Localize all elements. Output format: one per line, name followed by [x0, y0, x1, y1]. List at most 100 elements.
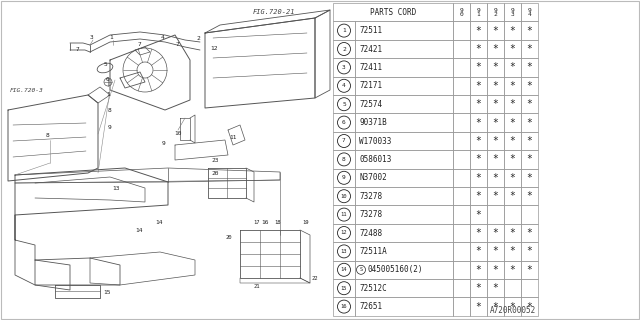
Bar	[487, 113, 504, 132]
Bar	[504, 242, 521, 260]
Bar	[487, 132, 504, 150]
Bar	[333, 187, 355, 205]
Text: 8: 8	[107, 108, 111, 113]
Text: *: *	[476, 99, 481, 109]
Bar	[504, 58, 521, 76]
Bar	[333, 3, 453, 21]
Text: 9
0: 9 0	[460, 7, 463, 17]
Text: 72512C: 72512C	[359, 284, 387, 293]
Bar	[487, 242, 504, 260]
Text: *: *	[476, 44, 481, 54]
Text: *: *	[493, 265, 499, 275]
Bar	[333, 205, 355, 224]
Bar	[521, 21, 538, 40]
Bar	[355, 113, 453, 132]
Bar	[504, 187, 521, 205]
Text: 9
3: 9 3	[511, 7, 515, 17]
Text: N37002: N37002	[359, 173, 387, 182]
Text: *: *	[493, 136, 499, 146]
Text: *: *	[493, 155, 499, 164]
Bar	[333, 242, 355, 260]
Text: 2: 2	[196, 36, 200, 41]
Bar	[453, 76, 470, 95]
Text: 3: 3	[90, 35, 94, 39]
Bar	[521, 58, 538, 76]
Text: 72651: 72651	[359, 302, 382, 311]
Bar	[504, 260, 521, 279]
Bar	[487, 76, 504, 95]
Text: 5: 5	[103, 61, 107, 67]
Bar	[470, 187, 487, 205]
Bar	[504, 21, 521, 40]
Text: *: *	[527, 26, 532, 36]
Text: *: *	[527, 136, 532, 146]
Bar	[504, 297, 521, 316]
Bar	[355, 21, 453, 40]
Text: *: *	[527, 265, 532, 275]
Bar	[521, 3, 538, 21]
Bar	[521, 279, 538, 297]
Bar	[487, 21, 504, 40]
Text: 11: 11	[229, 134, 237, 140]
Text: 7: 7	[342, 139, 346, 143]
Bar	[453, 150, 470, 169]
Bar	[453, 58, 470, 76]
Text: 045005160(2): 045005160(2)	[367, 265, 422, 274]
Bar	[521, 95, 538, 113]
Bar	[355, 76, 453, 95]
Bar	[504, 169, 521, 187]
Text: PARTS CORD: PARTS CORD	[370, 8, 416, 17]
Text: 21: 21	[253, 284, 260, 289]
Text: *: *	[476, 26, 481, 36]
Bar	[504, 205, 521, 224]
Bar	[521, 260, 538, 279]
Bar	[453, 21, 470, 40]
Text: *: *	[476, 62, 481, 72]
Text: *: *	[509, 191, 515, 201]
Text: *: *	[509, 173, 515, 183]
Text: *: *	[509, 301, 515, 312]
Bar	[355, 187, 453, 205]
Text: *: *	[493, 301, 499, 312]
Text: 12: 12	[340, 230, 348, 236]
Text: 9
1: 9 1	[477, 7, 481, 17]
Text: 18: 18	[275, 220, 281, 225]
Bar	[470, 224, 487, 242]
Text: *: *	[476, 246, 481, 256]
Text: 20: 20	[225, 235, 232, 240]
Bar	[521, 150, 538, 169]
Bar	[470, 260, 487, 279]
Text: *: *	[493, 118, 499, 128]
Bar	[521, 242, 538, 260]
Text: 14: 14	[340, 267, 348, 272]
Text: *: *	[527, 99, 532, 109]
Text: 10: 10	[340, 194, 348, 199]
Bar	[333, 113, 355, 132]
Bar	[355, 224, 453, 242]
Text: 72511: 72511	[359, 26, 382, 35]
Bar	[470, 169, 487, 187]
Text: 5: 5	[342, 102, 346, 107]
Bar	[333, 260, 355, 279]
Text: 9: 9	[342, 175, 346, 180]
Text: 17: 17	[253, 220, 260, 225]
Text: 72488: 72488	[359, 228, 382, 237]
Text: *: *	[527, 81, 532, 91]
Text: *: *	[476, 301, 481, 312]
Bar	[355, 297, 453, 316]
Text: 4: 4	[342, 83, 346, 88]
Text: *: *	[476, 210, 481, 220]
Bar	[487, 3, 504, 21]
Text: *: *	[493, 228, 499, 238]
Text: *: *	[476, 191, 481, 201]
Bar	[470, 3, 487, 21]
Bar	[333, 58, 355, 76]
Bar	[504, 113, 521, 132]
Text: *: *	[509, 228, 515, 238]
Bar	[333, 132, 355, 150]
Bar	[521, 132, 538, 150]
Bar	[355, 150, 453, 169]
Text: *: *	[527, 173, 532, 183]
Bar	[470, 95, 487, 113]
Bar	[487, 279, 504, 297]
